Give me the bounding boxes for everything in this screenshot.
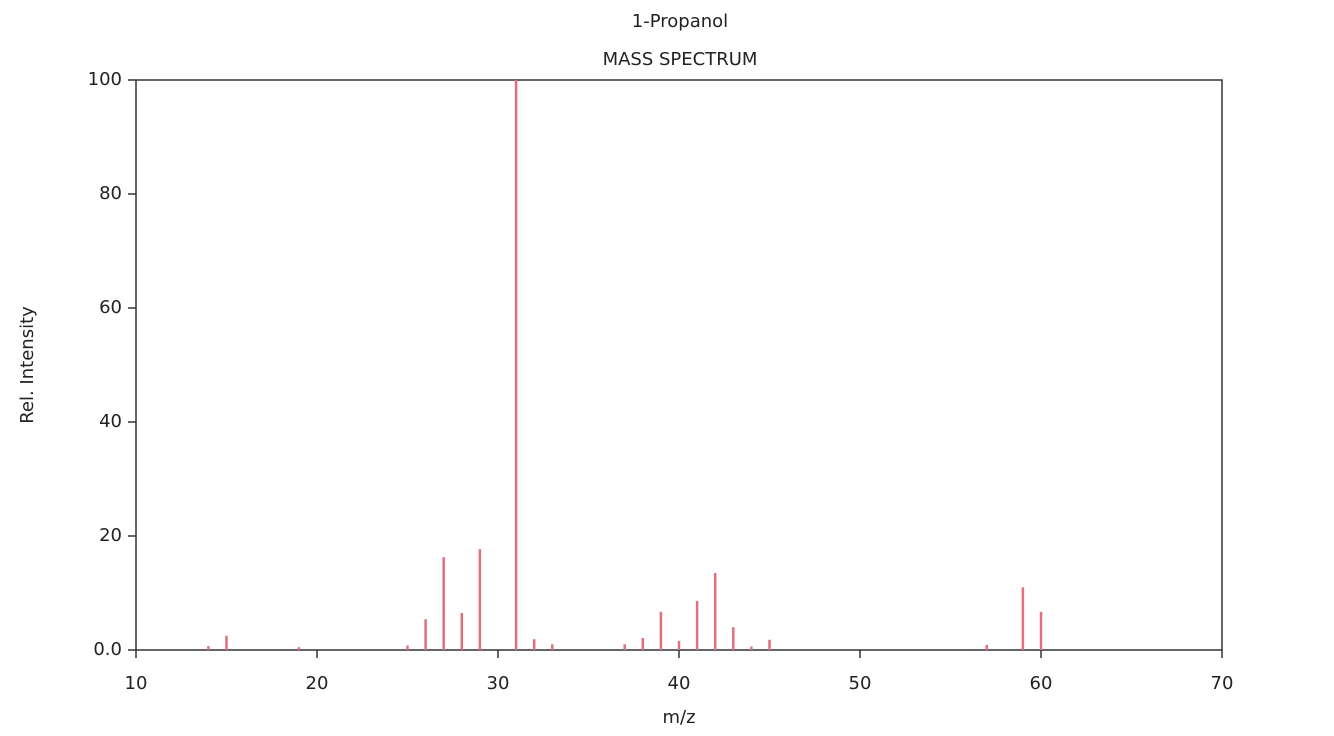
x-tick-label: 10 xyxy=(125,673,148,694)
y-tick-label: 0.0 xyxy=(93,639,122,660)
y-tick-label: 80 xyxy=(99,183,122,204)
y-axis-label: Rel. Intensity xyxy=(17,306,38,424)
chart-title: 1-Propanol xyxy=(632,11,728,32)
y-tick-label: 20 xyxy=(99,525,122,546)
x-tick-label: 20 xyxy=(306,673,329,694)
x-tick-label: 60 xyxy=(1030,673,1053,694)
chart-subtitle: MASS SPECTRUM xyxy=(603,49,758,70)
x-tick-label: 50 xyxy=(849,673,872,694)
y-tick-label: 60 xyxy=(99,297,122,318)
x-tick-label: 30 xyxy=(487,673,510,694)
y-tick-label: 40 xyxy=(99,411,122,432)
y-tick-label: 100 xyxy=(88,69,122,90)
x-tick-label: 40 xyxy=(668,673,691,694)
x-axis-label: m/z xyxy=(662,707,695,728)
plot-frame xyxy=(135,79,1223,651)
x-tick-label: 70 xyxy=(1211,673,1234,694)
